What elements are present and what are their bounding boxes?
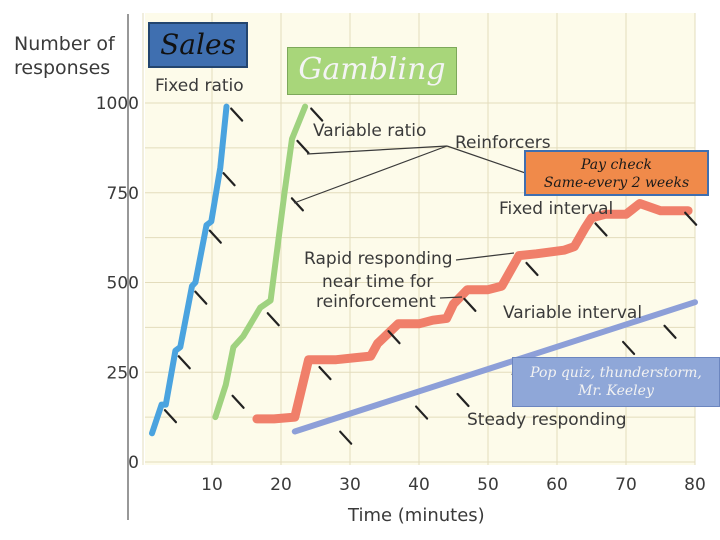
reinforcer-mark xyxy=(194,290,208,305)
gambling-callout-text: Gambling xyxy=(298,52,446,87)
reinforcer-mark xyxy=(230,107,244,122)
popquiz-callout-line1: Pop quiz, thunderstorm, xyxy=(530,365,702,381)
label-fixed-ratio: Fixed ratio xyxy=(155,76,244,96)
x-tick-label: 50 xyxy=(477,475,499,495)
label-fixed-interval: Fixed interval xyxy=(499,199,613,219)
series-line-fixed-interval xyxy=(252,199,693,424)
reinforcer-mark xyxy=(663,324,677,339)
sales-callout-text: Sales xyxy=(160,28,236,61)
label-variable-interval: Variable interval xyxy=(503,303,642,323)
popquiz-callout-line2: Mr. Keeley xyxy=(578,383,654,399)
x-axis-label: Time (minutes) xyxy=(347,505,485,526)
reinforcer-mark xyxy=(290,197,304,212)
reinforcer-mark xyxy=(387,330,401,345)
reinforcer-mark xyxy=(621,340,636,356)
reinforcer-mark xyxy=(339,430,353,445)
reinforcer-mark xyxy=(231,394,245,409)
series-line-fixed-ratio xyxy=(149,103,230,437)
x-tick-label: 20 xyxy=(270,475,292,495)
y-axis-label-line1: Number of xyxy=(14,33,116,55)
series-line-variable-interval xyxy=(291,299,698,435)
label-rapid-responding-3: reinforcement xyxy=(316,292,436,312)
x-tick-label: 40 xyxy=(408,475,430,495)
label-steady-responding: Steady responding xyxy=(467,410,627,430)
reinforcer-mark xyxy=(415,405,429,420)
y-tick-label: 750 xyxy=(107,184,139,204)
reinforcer-mark xyxy=(208,229,222,244)
sales-callout: Sales xyxy=(148,22,248,68)
reinforcer-mark xyxy=(318,365,332,381)
paycheck-callout-line2: Same-every 2 weeks xyxy=(543,175,690,191)
x-tick-label: 70 xyxy=(615,475,637,495)
reinforcer-mark xyxy=(163,409,178,424)
reinforcer-mark xyxy=(456,392,470,408)
label-rapid-responding-2: near time for xyxy=(322,272,433,292)
grid xyxy=(142,13,696,465)
reinforcer-mark xyxy=(310,107,324,122)
paycheck-callout: Pay check Same-every 2 weeks xyxy=(524,150,709,196)
label-variable-ratio: Variable ratio xyxy=(313,121,426,141)
reinforcer-mark xyxy=(177,355,191,370)
y-tick-labels: 0 250 500 750 1000 xyxy=(96,94,139,473)
label-rapid-responding-1: Rapid responding xyxy=(304,249,453,269)
paycheck-callout-line1: Pay check xyxy=(581,157,652,173)
popquiz-callout: Pop quiz, thunderstorm, Mr. Keeley xyxy=(512,357,720,407)
reinforcer-mark xyxy=(222,172,236,187)
x-tick-label: 30 xyxy=(339,475,361,495)
series-line-variable-ratio xyxy=(212,103,309,421)
reinforcer-mark xyxy=(296,139,310,154)
y-tick-label: 500 xyxy=(107,274,139,294)
reinforcer-mark xyxy=(463,297,477,312)
x-tick-label: 80 xyxy=(684,475,706,495)
y-tick-label: 0 xyxy=(128,453,139,473)
y-axis-label-line2: responses xyxy=(14,57,110,79)
x-tick-label: 60 xyxy=(546,475,568,495)
x-tick-label: 10 xyxy=(201,475,223,495)
y-tick-label: 250 xyxy=(107,363,139,383)
y-tick-label: 1000 xyxy=(96,94,139,114)
series-lines xyxy=(149,103,698,437)
reinforcer-pointers xyxy=(293,145,535,299)
label-reinforcers: Reinforcers xyxy=(455,133,551,153)
gambling-callout: Gambling xyxy=(287,47,457,95)
reinforcer-mark xyxy=(684,211,698,226)
reinforcer-mark xyxy=(525,261,539,277)
reinforcer-mark xyxy=(594,222,608,237)
reinforcer-mark xyxy=(266,312,280,327)
x-tick-labels: 10 20 30 40 50 60 70 80 xyxy=(201,475,706,495)
